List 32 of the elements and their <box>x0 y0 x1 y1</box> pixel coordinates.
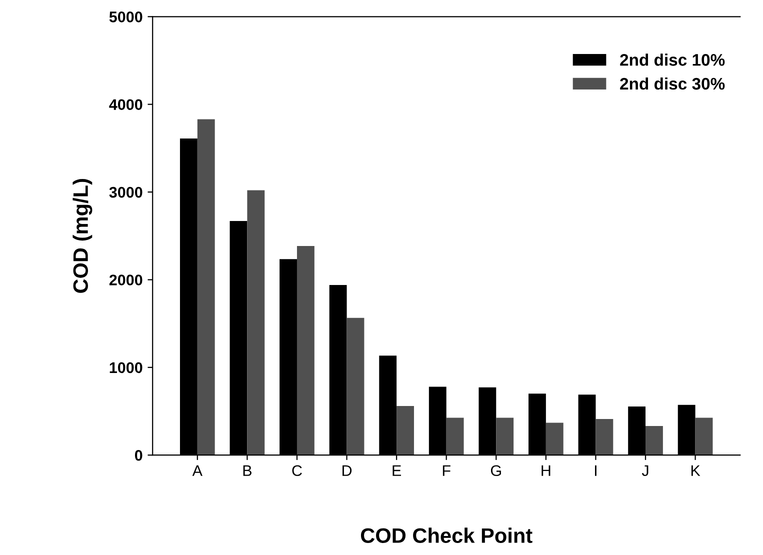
legend-label: 2nd disc 10% <box>620 54 725 66</box>
bar <box>396 406 414 456</box>
y-tick-label: 4000 <box>109 99 142 110</box>
y-tick-label: 3000 <box>109 186 142 198</box>
x-tick-label: J <box>642 465 648 476</box>
x-tick-label: B <box>243 465 252 476</box>
x-tick-label: G <box>490 465 501 476</box>
bar <box>546 422 564 456</box>
x-tick-label: F <box>442 465 450 476</box>
x-tick-label: E <box>392 465 402 476</box>
y-tick-label: 5000 <box>109 12 142 22</box>
bar <box>695 418 713 456</box>
bar <box>197 119 215 456</box>
y-tick-label: 2000 <box>109 274 142 286</box>
legend-label: 2nd disc 30% <box>620 77 725 90</box>
x-tick-label: C <box>292 465 302 476</box>
y-axis-title: COD (mg/L) <box>72 179 92 293</box>
bar <box>296 246 314 456</box>
bar <box>346 318 364 456</box>
bar <box>496 418 514 456</box>
bar <box>446 418 464 456</box>
x-tick-label: I <box>595 465 596 476</box>
bar <box>646 426 663 456</box>
bar <box>247 190 265 456</box>
x-tick-label: D <box>342 465 352 476</box>
x-tick-label: H <box>542 465 550 476</box>
bar <box>596 419 614 456</box>
x-tick-label: K <box>691 465 700 476</box>
y-tick-label: 1000 <box>110 362 142 374</box>
x-axis-title: COD Check Point <box>360 528 532 543</box>
x-tick-label: A <box>192 465 202 476</box>
y-tick-label: 0 <box>134 450 142 461</box>
